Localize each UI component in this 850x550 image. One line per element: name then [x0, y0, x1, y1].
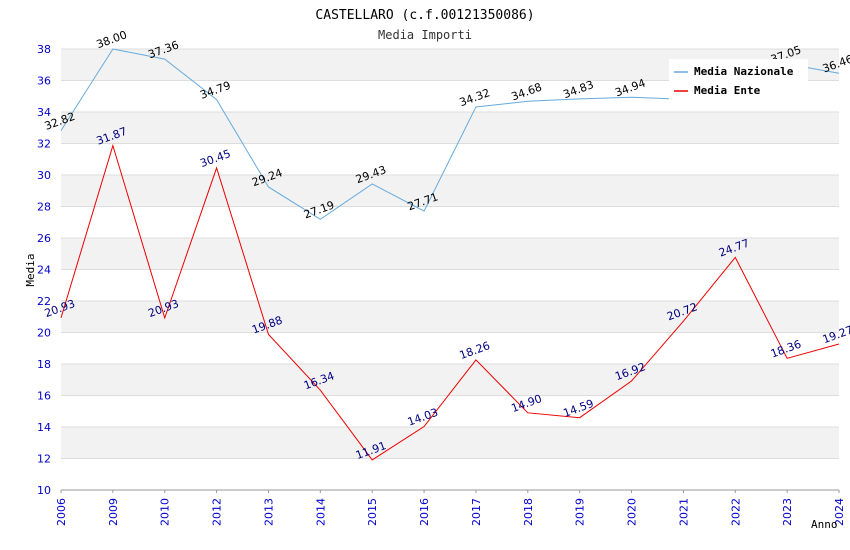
x-tick-label: 2020	[626, 498, 639, 526]
x-tick-label: 2018	[522, 498, 535, 526]
legend-label-nazionale: Media Nazionale	[694, 65, 794, 78]
grid-band	[61, 395, 839, 427]
grid-band	[61, 112, 839, 144]
grid-band	[61, 301, 839, 333]
y-axis-ticks: 10 12 14 16 18 20 22 24 26 28 30 32 34 36 38	[37, 43, 51, 497]
x-tick-label: 2021	[677, 498, 690, 526]
x-tick-label: 2017	[470, 498, 483, 526]
y-tick-label: 34	[37, 106, 51, 119]
legend-box	[669, 59, 808, 101]
y-tick-label: 28	[37, 201, 51, 214]
legend: Media Nazionale Media Ente	[669, 59, 808, 101]
grid-lines	[61, 48, 839, 491]
x-tick-label: 2016	[418, 498, 431, 526]
y-tick-label: 38	[37, 43, 51, 56]
grid-band	[61, 206, 839, 238]
chart-subtitle: Media Importi	[378, 28, 472, 42]
y-tick-label: 20	[37, 327, 51, 340]
grid-band	[61, 269, 839, 301]
grid-band	[61, 427, 839, 459]
data-label: 38.00	[95, 28, 129, 51]
x-tick-label: 2019	[574, 498, 587, 526]
series-line-ente	[60, 143, 840, 461]
x-tick-label: 2014	[314, 498, 327, 526]
x-axis-ticks: 2006 2009 2010 2012 2013 2014 2015 2016 2017 2018…	[55, 490, 846, 526]
grid-band	[61, 175, 839, 207]
y-tick-label: 36	[37, 75, 51, 88]
chart-title: CASTELLARO (c.f.00121350086)	[315, 8, 534, 23]
y-tick-label: 14	[37, 421, 51, 434]
x-tick-label: 2012	[211, 498, 224, 526]
x-tick-label: 2023	[781, 498, 794, 526]
x-tick-label: 2006	[55, 498, 68, 526]
x-tick-label: 2010	[159, 498, 172, 526]
y-tick-label: 32	[37, 138, 51, 151]
legend-label-ente: Media Ente	[694, 84, 761, 97]
grid-bands	[61, 49, 839, 490]
x-axis-label: Anno	[811, 518, 838, 531]
x-tick-label: 2015	[366, 498, 379, 526]
y-tick-label: 12	[37, 453, 51, 466]
y-tick-label: 16	[37, 390, 51, 403]
grid-band	[61, 364, 839, 396]
y-tick-label: 22	[37, 295, 51, 308]
y-tick-label: 26	[37, 232, 51, 245]
x-tick-label: 2024	[833, 498, 846, 526]
y-tick-label: 24	[37, 264, 51, 277]
x-tick-label: 2013	[262, 498, 275, 526]
grid-band	[61, 332, 839, 364]
x-tick-label: 2009	[107, 498, 120, 526]
x-tick-label: 2022	[729, 498, 742, 526]
y-tick-label: 18	[37, 358, 51, 371]
y-tick-label: 30	[37, 169, 51, 182]
y-tick-label: 10	[37, 484, 51, 497]
y-axis-label: Media	[24, 253, 37, 286]
grid-band	[61, 458, 839, 490]
